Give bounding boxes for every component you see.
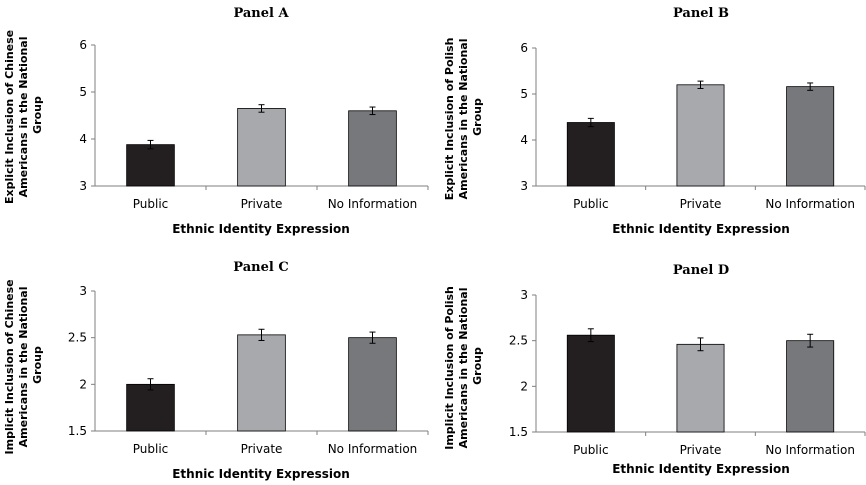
bar-public (126, 383, 175, 432)
y-axis-label-line-2: Americans in the National (457, 288, 470, 449)
x-tick-label: No Information (328, 442, 418, 456)
bar-no-information (786, 340, 835, 433)
x-tick-label: No Information (765, 197, 855, 211)
y-tick-label: 3 (520, 179, 528, 193)
x-tick-label: Private (680, 443, 722, 457)
y-axis-label-line-3: Group (31, 346, 44, 384)
x-axis-label: Ethnic Identity Expression (612, 462, 790, 476)
y-axis-label-line-3: Group (471, 98, 484, 136)
y-tick-label: 3 (520, 288, 528, 302)
y-tick-label: 6 (520, 41, 528, 55)
y-axis-label-line-2: Americans in the National (17, 37, 30, 198)
x-axis-label: Ethnic Identity Expression (172, 222, 350, 236)
y-axis-label: Implicit Inclusion of Chinese Americans … (3, 276, 44, 455)
bar-public (126, 144, 175, 187)
y-tick-label: 3 (79, 284, 87, 298)
bar-private (676, 343, 725, 433)
x-axis-label: Ethnic Identity Expression (612, 222, 790, 236)
y-axis-label-line-3: Group (471, 347, 484, 385)
y-axis-label-line-2: Americans in the National (17, 287, 30, 448)
bar-no-information (348, 337, 397, 432)
x-axis-label: Ethnic Identity Expression (172, 467, 350, 481)
panel-title: Panel C (233, 260, 288, 275)
x-tick-label: No Information (765, 443, 855, 457)
y-axis-label-line-1: Implicit Inclusion of Chinese (3, 279, 16, 454)
x-tick-label: Private (680, 197, 722, 211)
y-axis-label-line-3: Group (31, 96, 44, 134)
panel-b: Panel B Explicit Inclusion of Polish Ame… (443, 6, 866, 236)
y-tick-label: 5 (520, 87, 528, 101)
bar-public (566, 122, 615, 187)
x-tick-label: Public (133, 442, 169, 456)
panel-c: Panel C Implicit Inclusion of Chinese Am… (3, 260, 429, 481)
x-tick-label: No Information (328, 197, 418, 211)
y-tick-label: 3 (79, 179, 87, 193)
bar-private (237, 334, 286, 432)
x-tick-label: Public (573, 443, 609, 457)
y-tick-label: 1.5 (509, 425, 528, 439)
y-axis-label-line-1: Implicit Inclusion of Polish (443, 286, 456, 450)
y-tick-label: 6 (79, 38, 87, 52)
y-axis-label: Implicit Inclusion of Polish Americans i… (443, 282, 484, 450)
y-axis-label: Explicit Inclusion of Chinese Americans … (3, 26, 44, 204)
bar-no-information (348, 110, 397, 187)
y-tick-label: 2.5 (509, 334, 528, 348)
y-tick-label: 2.5 (68, 331, 87, 345)
panel-title: Panel D (673, 263, 729, 278)
panel-a: Panel A Explicit Inclusion of Chinese Am… (3, 6, 429, 236)
bar-public (566, 334, 615, 433)
x-tick-label: Private (241, 197, 283, 211)
y-axis-label-line-1: Explicit Inclusion of Chinese (3, 30, 16, 204)
x-tick-label: Public (133, 197, 169, 211)
y-axis-label: Explicit Inclusion of Polish Americans i… (443, 34, 484, 201)
bar-private (676, 84, 725, 187)
y-axis-label-line-2: Americans in the National (457, 39, 470, 200)
y-tick-label: 2 (79, 377, 87, 391)
panel-d: Panel D Implicit Inclusion of Polish Ame… (443, 263, 866, 476)
bar-private (237, 108, 286, 187)
panel-title: Panel B (673, 6, 729, 21)
y-tick-label: 1.5 (68, 424, 87, 438)
x-tick-label: Private (241, 442, 283, 456)
y-tick-label: 2 (520, 379, 528, 393)
panel-title: Panel A (233, 6, 289, 21)
y-tick-label: 4 (520, 133, 528, 147)
bar-no-information (786, 86, 835, 187)
y-axis-label-line-1: Explicit Inclusion of Polish (443, 38, 456, 201)
x-tick-label: Public (573, 197, 609, 211)
y-tick-label: 4 (79, 132, 87, 146)
y-tick-label: 5 (79, 85, 87, 99)
